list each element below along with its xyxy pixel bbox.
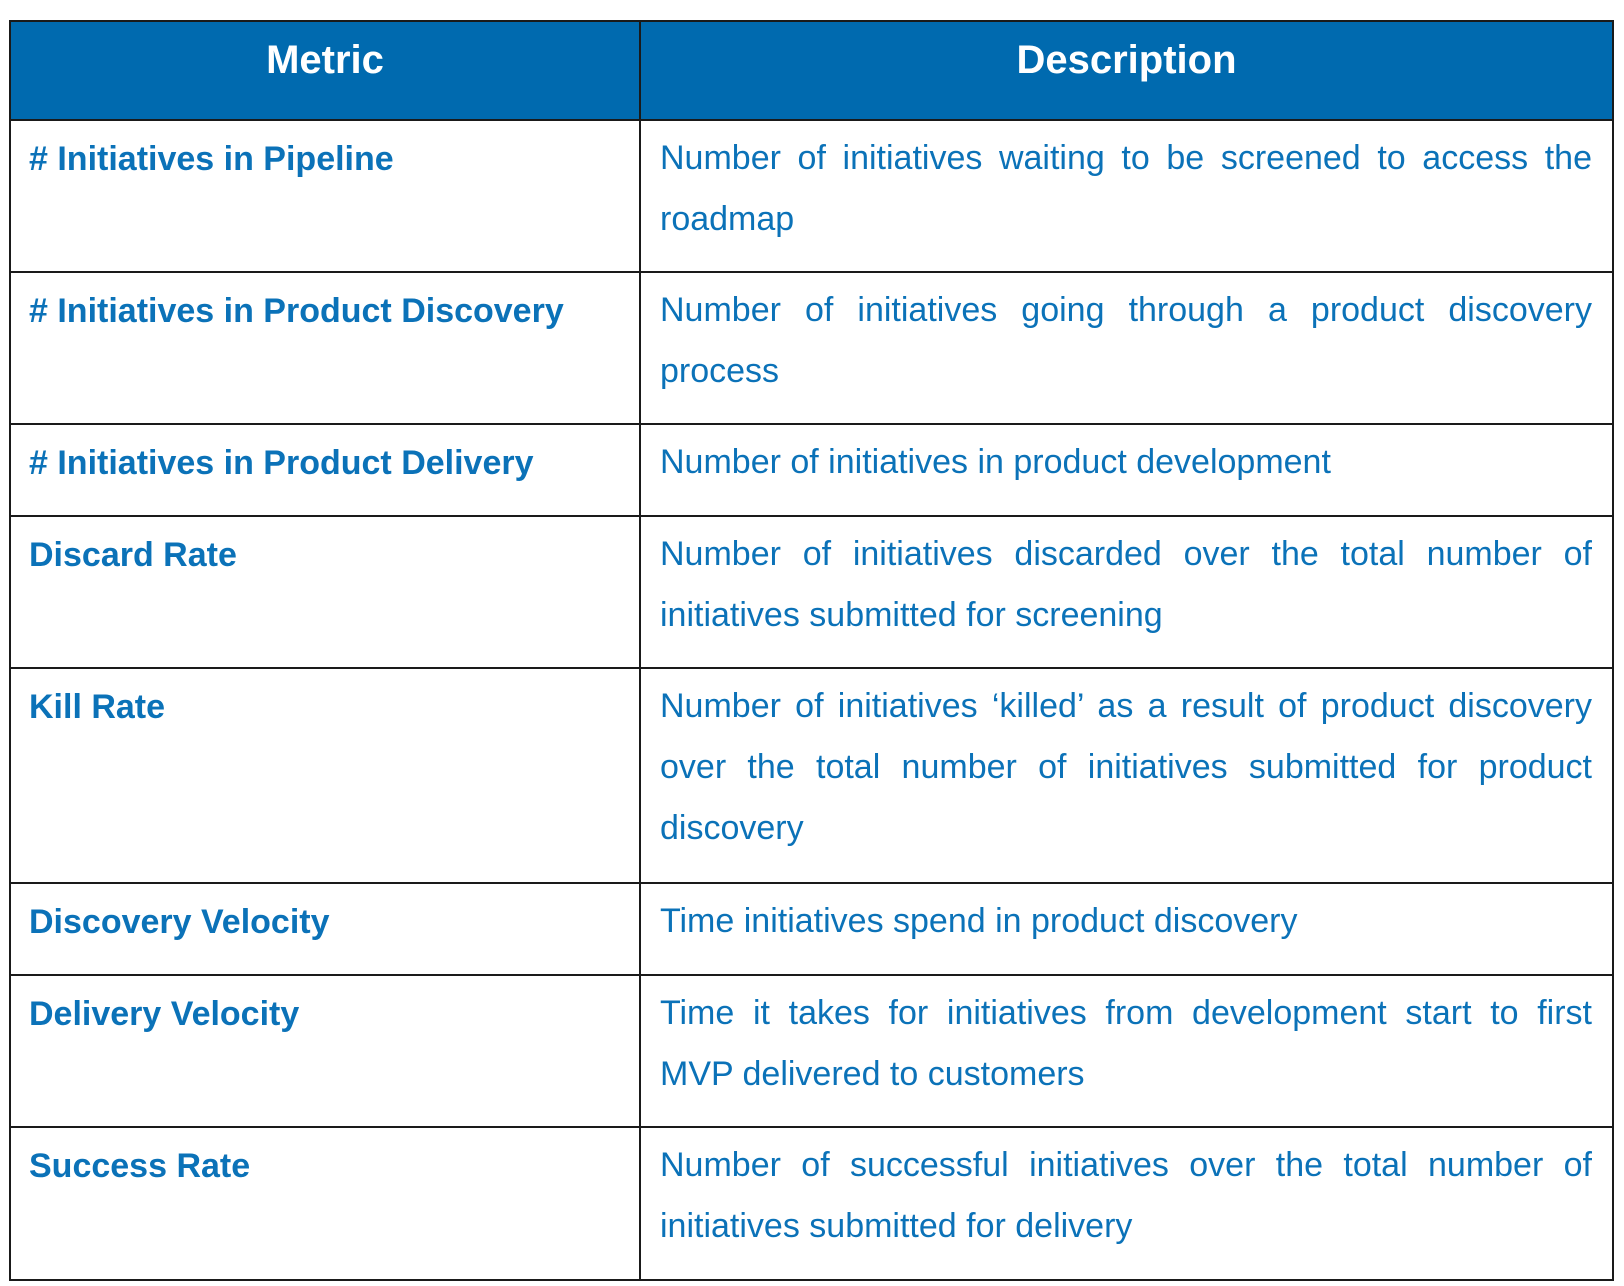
table-header: Metric Description	[9, 20, 1614, 121]
table-row: Kill Rate Number of initiatives ‘killed’…	[9, 667, 1614, 884]
table-row: # Initiatives in Product Delivery Number…	[9, 423, 1614, 517]
table-row: Discovery Velocity Time initiatives spen…	[9, 882, 1614, 976]
metric-cell: # Initiatives in Pipeline	[9, 119, 641, 273]
header-row: Metric Description	[9, 20, 1614, 121]
metric-cell: Success Rate	[9, 1126, 641, 1281]
metric-cell: Kill Rate	[9, 667, 641, 884]
description-cell: Time initiatives spend in product discov…	[639, 882, 1614, 976]
metrics-table-container: Metric Description # Initiatives in Pipe…	[9, 20, 1614, 1281]
metric-cell: Delivery Velocity	[9, 974, 641, 1128]
metric-cell: # Initiatives in Product Delivery	[9, 423, 641, 517]
description-cell: Number of initiatives going through a pr…	[639, 271, 1614, 425]
table-row: Discard Rate Number of initiatives disca…	[9, 515, 1614, 669]
description-cell: Number of initiatives ‘killed’ as a resu…	[639, 667, 1614, 884]
table-row: Success Rate Number of successful initia…	[9, 1126, 1614, 1281]
metrics-table: Metric Description # Initiatives in Pipe…	[9, 20, 1614, 1281]
description-cell: Time it takes for initiatives from devel…	[639, 974, 1614, 1128]
description-cell: Number of successful initiatives over th…	[639, 1126, 1614, 1281]
column-header-description: Description	[639, 20, 1614, 121]
column-header-metric: Metric	[9, 20, 641, 121]
table-row: Delivery Velocity Time it takes for init…	[9, 974, 1614, 1128]
metric-cell: Discovery Velocity	[9, 882, 641, 976]
table-row: # Initiatives in Product Discovery Numbe…	[9, 271, 1614, 425]
description-cell: Number of initiatives waiting to be scre…	[639, 119, 1614, 273]
description-cell: Number of initiatives discarded over the…	[639, 515, 1614, 669]
table-row: # Initiatives in Pipeline Number of init…	[9, 119, 1614, 273]
metric-cell: # Initiatives in Product Discovery	[9, 271, 641, 425]
table-body: # Initiatives in Pipeline Number of init…	[9, 119, 1614, 1281]
description-cell: Number of initiatives in product develop…	[639, 423, 1614, 517]
metric-cell: Discard Rate	[9, 515, 641, 669]
